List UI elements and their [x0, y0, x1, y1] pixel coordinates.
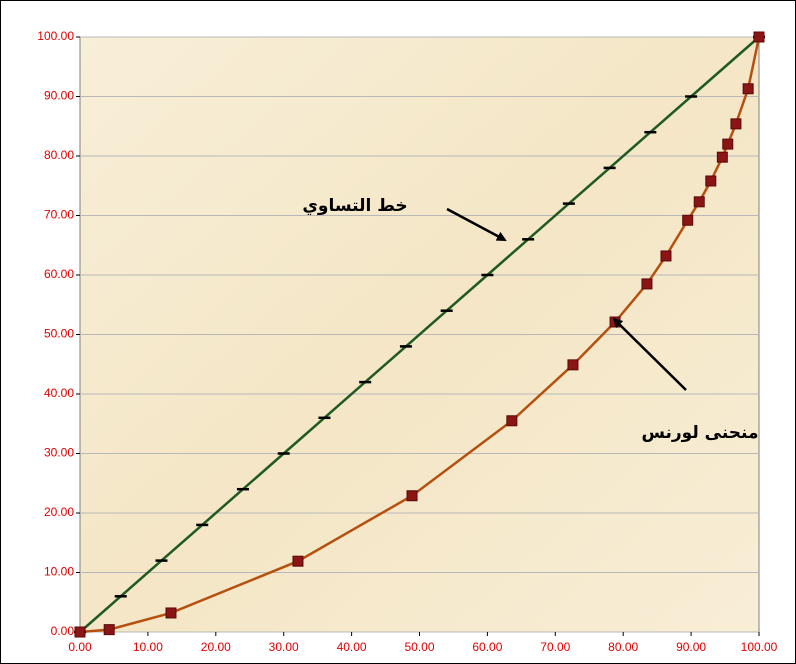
y-tick-label: 60.00: [44, 267, 74, 281]
x-tick-label: 70.00: [540, 640, 570, 654]
point: [753, 31, 765, 43]
point: [74, 626, 86, 638]
point: [682, 214, 694, 226]
x-tick-label: 40.00: [337, 640, 367, 654]
y-tick-label: 70.00: [44, 208, 74, 222]
y-tick-label: 80.00: [44, 148, 74, 162]
x-tick-label: 100.00: [741, 640, 778, 654]
point: [292, 555, 304, 567]
point: [722, 138, 734, 150]
y-tick-label: 10.00: [44, 565, 74, 579]
annotation: منحنى لورنس: [641, 423, 758, 443]
x-tick-label: 30.00: [269, 640, 299, 654]
point: [742, 83, 754, 95]
point: [705, 175, 717, 187]
point: [103, 624, 115, 636]
point: [165, 607, 177, 619]
y-tick-label: 20.00: [44, 505, 74, 519]
point: [506, 415, 518, 427]
arrow: [446, 207, 507, 242]
annotation: خط التساوي: [302, 196, 407, 216]
y-tick-label: 40.00: [44, 386, 74, 400]
point: [693, 196, 705, 208]
x-tick-label: 60.00: [472, 640, 502, 654]
y-tick-label: 50.00: [44, 327, 74, 341]
point: [406, 490, 418, 502]
point: [730, 118, 742, 130]
x-tick-label: 50.00: [404, 640, 434, 654]
x-tick-label: 90.00: [676, 640, 706, 654]
point: [641, 278, 653, 290]
x-tick-label: 80.00: [608, 640, 638, 654]
x-tick-label: 20.00: [201, 640, 231, 654]
arrow: [612, 317, 687, 391]
y-tick-label: 90.00: [44, 89, 74, 103]
y-tick-label: 100.00: [37, 29, 74, 43]
point: [567, 359, 579, 371]
x-tick-label: 10.00: [133, 640, 163, 654]
point: [716, 151, 728, 163]
x-tick-label: 0.00: [68, 640, 92, 654]
y-tick-label: 0.00: [51, 624, 75, 638]
point: [660, 250, 672, 262]
y-tick-label: 30.00: [44, 446, 74, 460]
